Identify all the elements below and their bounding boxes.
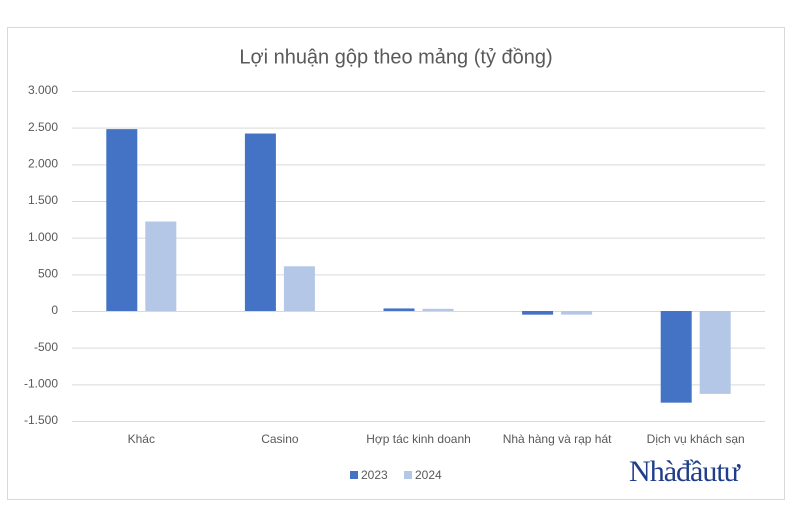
bar [699, 311, 731, 394]
bar [660, 311, 692, 403]
legend-label: 2023 [361, 468, 388, 482]
y-tick-label: -500 [34, 340, 58, 354]
y-tick-label: 1.000 [28, 230, 58, 244]
bar [422, 308, 454, 311]
y-tick-label: 3.000 [28, 83, 58, 97]
bar [383, 308, 415, 311]
bar [283, 266, 315, 311]
bar [561, 311, 593, 315]
x-tick-label: Dịch vụ khách sạn [647, 432, 745, 446]
x-tick-label: Nhà hàng và rạp hát [503, 432, 612, 446]
y-tick-label: 2.000 [28, 157, 58, 171]
x-tick-label: Hợp tác kinh doanh [366, 432, 471, 446]
legend-swatch [404, 471, 412, 479]
x-tick-label: Khác [128, 432, 155, 446]
chart-title: Lợi nhuận gộp theo mảng (tỷ đồng) [239, 46, 552, 68]
y-tick-label: 2.500 [28, 120, 58, 134]
bar [522, 311, 554, 315]
y-tick-label: -1.500 [24, 413, 58, 427]
x-tick-label: Casino [261, 432, 299, 446]
bar [145, 221, 177, 311]
legend-label: 2024 [415, 468, 442, 482]
watermark: Nhàđầutư [629, 455, 742, 488]
bar [244, 133, 276, 311]
bar [106, 129, 138, 311]
y-tick-label: 0 [51, 303, 58, 317]
y-tick-label: 1.500 [28, 193, 58, 207]
y-tick-label: -1.000 [24, 377, 58, 391]
y-tick-label: 500 [38, 267, 58, 281]
legend-swatch [350, 471, 358, 479]
